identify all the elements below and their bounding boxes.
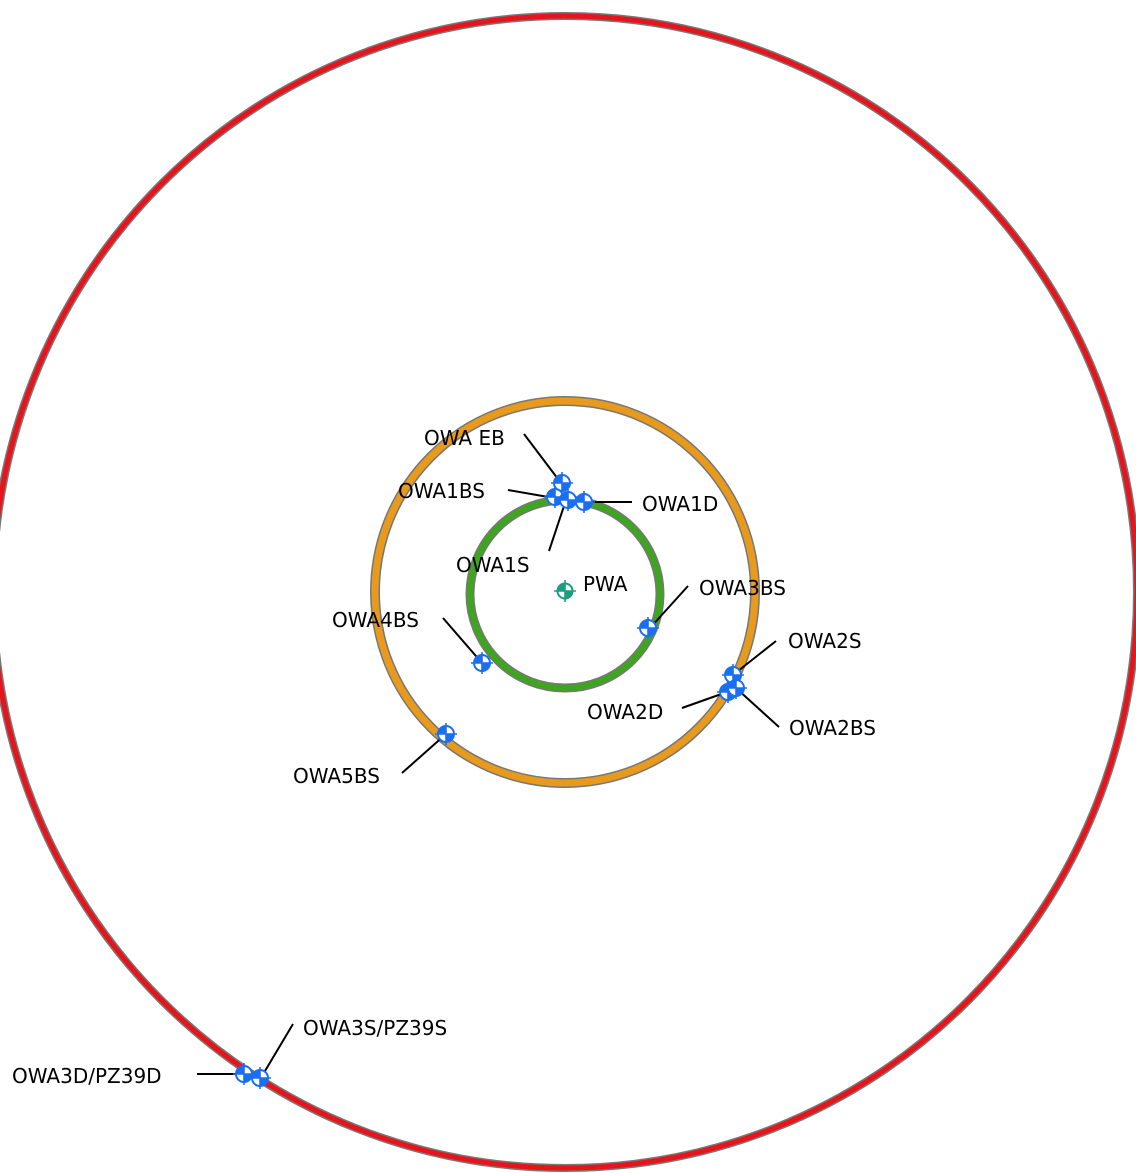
- leader-owa3bs: [649, 585, 689, 629]
- label-owa-eb: OWA EB: [424, 426, 505, 450]
- label-owa5bs: OWA5BS: [293, 764, 380, 788]
- middle-ring-stroke: [371, 397, 759, 787]
- leader-owa2s: [732, 640, 777, 676]
- leader-owa-eb: [523, 433, 562, 484]
- well-marker-owa1d[interactable]: [572, 490, 596, 514]
- middle-ring: [370, 396, 760, 788]
- label-owa3bs: OWA3BS: [699, 576, 786, 600]
- label-owa2s: OWA2S: [788, 629, 862, 653]
- label-owa2d: OWA2D: [587, 700, 663, 724]
- label-owa1s: OWA1S: [456, 553, 530, 577]
- label-owa3d-pz39d: OWA3D/PZ39D: [12, 1064, 162, 1088]
- pumping-well-pwa[interactable]: [554, 580, 576, 602]
- label-owa1bs: OWA1BS: [398, 479, 485, 503]
- label-pwa: PWA: [583, 572, 628, 596]
- leader-lines: [197, 433, 780, 1077]
- label-owa4bs: OWA4BS: [332, 608, 419, 632]
- leader-owa3s-pz39s: [261, 1023, 294, 1077]
- leader-owa5bs: [401, 733, 447, 774]
- leader-owa1s: [548, 499, 567, 552]
- label-owa1d: OWA1D: [642, 492, 718, 516]
- outer-ring-stroke: [0, 13, 1136, 1171]
- leader-owa2bs: [736, 688, 780, 728]
- label-owa3s-pz39s: OWA3S/PZ39S: [303, 1016, 447, 1040]
- well-labels: OWA EB OWA1BS OWA1D OWA1S PWA OWA3BS OWA…: [12, 426, 876, 1088]
- outer-ring: [0, 12, 1136, 1172]
- label-owa2bs: OWA2BS: [789, 716, 876, 740]
- leader-owa4bs: [442, 617, 483, 664]
